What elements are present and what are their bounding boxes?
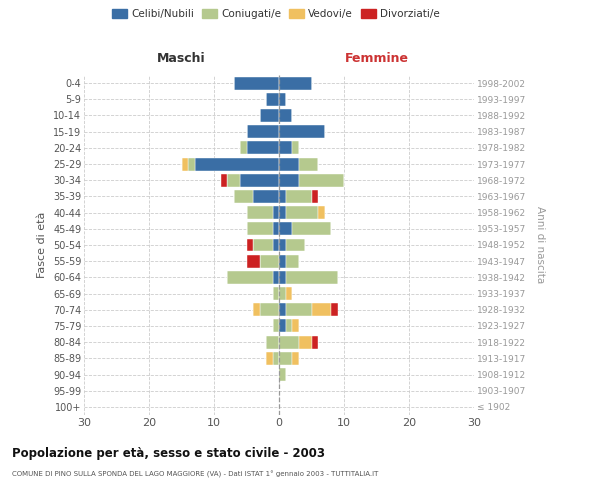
Bar xyxy=(247,222,272,235)
Bar xyxy=(279,158,299,170)
Bar xyxy=(182,158,188,170)
Bar xyxy=(272,320,279,332)
Bar xyxy=(221,174,227,186)
Bar xyxy=(247,125,279,138)
Bar xyxy=(286,190,311,203)
Bar xyxy=(279,222,292,235)
Bar xyxy=(286,271,337,284)
Text: Popolazione per età, sesso e stato civile - 2003: Popolazione per età, sesso e stato civil… xyxy=(12,448,325,460)
Bar xyxy=(318,206,325,219)
Bar xyxy=(311,336,318,348)
Bar xyxy=(279,125,325,138)
Bar xyxy=(279,190,286,203)
Bar xyxy=(272,222,279,235)
Bar xyxy=(279,368,286,381)
Bar xyxy=(194,158,279,170)
Bar xyxy=(240,174,279,186)
Bar xyxy=(260,109,279,122)
Bar xyxy=(299,174,344,186)
Bar xyxy=(233,76,279,90)
Bar xyxy=(253,304,260,316)
Bar xyxy=(286,254,299,268)
Text: Femmine: Femmine xyxy=(344,52,409,65)
Bar xyxy=(227,174,240,186)
Bar xyxy=(279,206,286,219)
Bar xyxy=(260,304,279,316)
Bar xyxy=(279,287,286,300)
Bar xyxy=(266,336,279,348)
Bar xyxy=(292,352,299,365)
Bar xyxy=(272,206,279,219)
Bar xyxy=(286,320,292,332)
Bar xyxy=(292,142,299,154)
Bar xyxy=(299,336,311,348)
Bar xyxy=(279,238,286,252)
Bar xyxy=(279,336,299,348)
Bar xyxy=(247,206,272,219)
Bar xyxy=(279,93,286,106)
Bar xyxy=(233,190,253,203)
Bar xyxy=(272,271,279,284)
Bar xyxy=(240,142,247,154)
Bar xyxy=(331,304,337,316)
Bar xyxy=(286,287,292,300)
Bar xyxy=(188,158,194,170)
Bar xyxy=(260,254,279,268)
Bar xyxy=(286,304,311,316)
Bar xyxy=(311,190,318,203)
Bar xyxy=(311,304,331,316)
Bar xyxy=(227,271,272,284)
Text: COMUNE DI PINO SULLA SPONDA DEL LAGO MAGGIORE (VA) - Dati ISTAT 1° gennaio 2003 : COMUNE DI PINO SULLA SPONDA DEL LAGO MAG… xyxy=(12,471,379,478)
Bar xyxy=(247,238,253,252)
Bar xyxy=(299,158,318,170)
Y-axis label: Anni di nascita: Anni di nascita xyxy=(535,206,545,284)
Bar xyxy=(279,254,286,268)
Bar xyxy=(279,320,286,332)
Bar xyxy=(279,76,311,90)
Bar xyxy=(253,238,272,252)
Legend: Celibi/Nubili, Coniugati/e, Vedovi/e, Divorziati/e: Celibi/Nubili, Coniugati/e, Vedovi/e, Di… xyxy=(108,5,444,24)
Bar xyxy=(292,320,299,332)
Bar xyxy=(279,109,292,122)
Bar xyxy=(247,254,260,268)
Bar xyxy=(272,287,279,300)
Bar xyxy=(292,222,331,235)
Bar xyxy=(272,352,279,365)
Bar xyxy=(279,304,286,316)
Bar xyxy=(279,352,292,365)
Y-axis label: Fasce di età: Fasce di età xyxy=(37,212,47,278)
Bar xyxy=(266,93,279,106)
Bar xyxy=(286,238,305,252)
Bar xyxy=(279,142,292,154)
Bar xyxy=(253,190,279,203)
Bar xyxy=(279,174,299,186)
Bar xyxy=(247,142,279,154)
Bar xyxy=(266,352,272,365)
Bar xyxy=(272,238,279,252)
Text: Maschi: Maschi xyxy=(157,52,206,65)
Bar xyxy=(279,271,286,284)
Bar xyxy=(286,206,318,219)
